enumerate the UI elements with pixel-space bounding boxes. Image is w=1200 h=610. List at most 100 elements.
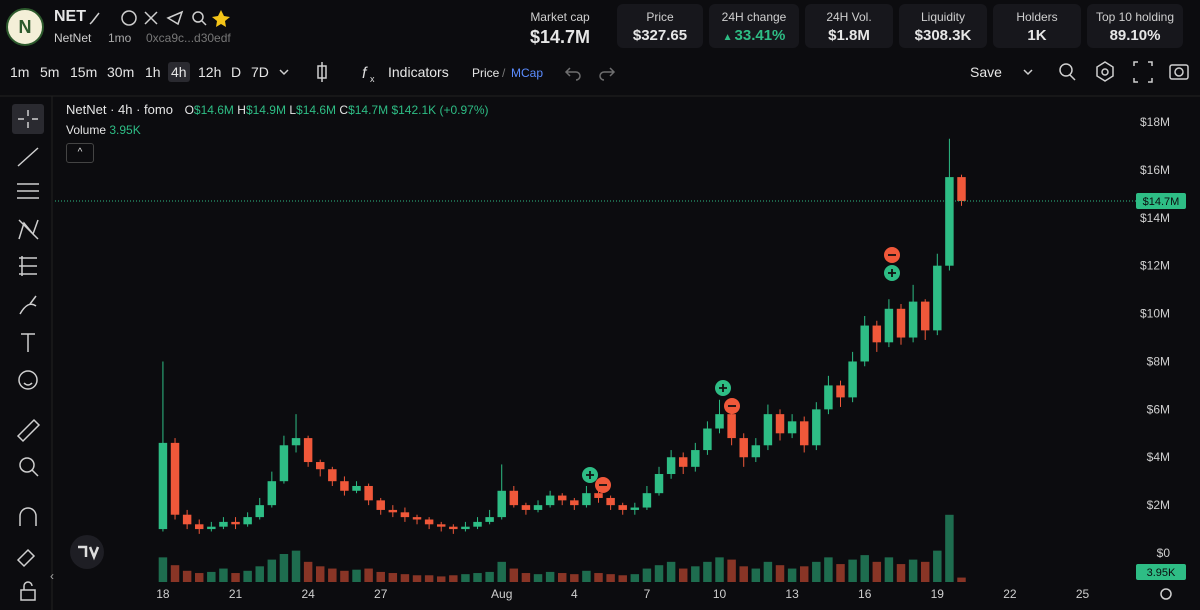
candle-body: [642, 493, 652, 508]
volume-bar: [315, 566, 325, 582]
y-tick-label: $2M: [1147, 498, 1170, 512]
y-tick-label: $14M: [1140, 211, 1170, 225]
volume-bar: [182, 570, 192, 582]
candle-body: [715, 414, 724, 429]
mcap-toggle[interactable]: MCap: [511, 66, 544, 80]
timeframe[interactable]: 7D: [251, 64, 269, 80]
candle-body: [908, 301, 918, 338]
candle-body: [388, 509, 398, 513]
volume-bar: [630, 574, 640, 582]
volume-bar: [896, 564, 906, 582]
volume-bar: [291, 550, 301, 582]
candle-body: [170, 442, 180, 515]
timeframe[interactable]: 30m: [107, 64, 135, 80]
volume-bar: [654, 565, 664, 582]
collapse-button[interactable]: ^: [66, 143, 94, 163]
volume-bar: [824, 557, 833, 582]
ohlc-key: L: [289, 103, 297, 117]
candle-body: [328, 469, 337, 482]
price-toggle[interactable]: Price: [472, 66, 500, 80]
volume-bar: [775, 565, 785, 582]
volume-bar: [848, 559, 857, 582]
candle-body: [315, 462, 325, 470]
last-price-tag: [1136, 193, 1186, 210]
ohlc: O$14.6M H$14.9M L$14.6M C$14.7M $142.1K …: [185, 103, 489, 117]
volume-bar: [497, 561, 506, 582]
ohlc-key: H: [237, 103, 246, 117]
volume-bar: [158, 557, 168, 582]
stat-value: $14.7M: [529, 27, 591, 47]
stat-label: 24H change: [721, 10, 787, 24]
candle-body: [582, 493, 591, 506]
candle-body: [654, 474, 664, 494]
timeframe[interactable]: 5m: [40, 64, 60, 80]
save-button[interactable]: Save: [970, 64, 1002, 80]
contract-address[interactable]: 0xca9c...d30edf: [146, 31, 231, 45]
volume-bar: [787, 568, 797, 582]
candle-body: [606, 497, 615, 506]
ohlc-key: O: [184, 103, 194, 117]
volume-bar: [400, 574, 410, 582]
timeframe[interactable]: 1m: [10, 64, 30, 80]
y-tick-label: $4M: [1147, 450, 1170, 464]
timeframe[interactable]: 12h: [198, 64, 222, 80]
volume-bar: [860, 555, 869, 582]
volume-bar: [267, 559, 277, 582]
candle-body: [678, 457, 688, 467]
volume-bar: [219, 568, 228, 582]
indicators-button[interactable]: Indicators: [388, 64, 449, 80]
candle-body: [860, 325, 869, 362]
volume-bar: [412, 575, 422, 582]
candle-body: [352, 485, 361, 491]
candle-body: [424, 519, 434, 525]
stat: Price $327.65: [617, 4, 703, 48]
x-tick-label: 4: [571, 587, 578, 601]
volume-bar: [933, 550, 942, 582]
timeframe[interactable]: 4h: [168, 62, 190, 82]
candle-body: [509, 490, 519, 506]
x-tick-label: 27: [374, 587, 388, 601]
timeframe[interactable]: D: [231, 64, 242, 80]
stat-label: Top 10 holding: [1095, 10, 1175, 24]
volume-bar: [473, 573, 482, 582]
volume-bar: [207, 571, 216, 582]
candle-body: [763, 414, 773, 446]
candle-body: [449, 526, 458, 530]
ohlc-key: C: [339, 103, 349, 117]
header: N NET NetNet 1mo 0xca9c...d30edf Market …: [0, 0, 1200, 50]
stat-value: $327.65: [632, 27, 688, 44]
ohlc-value: $14.6M: [296, 103, 337, 117]
candle-body: [630, 507, 640, 510]
x-tick-label: 21: [229, 587, 243, 601]
x-tick-label: 19: [931, 587, 945, 601]
volume-bar: [376, 571, 385, 582]
candle-body: [533, 505, 543, 510]
x-tick-label: 22: [1003, 587, 1017, 601]
volume-label: Volume: [66, 123, 107, 137]
volume-bar: [957, 577, 966, 582]
social-icons[interactable]: [86, 8, 246, 28]
stat-label: Holders: [1016, 10, 1058, 24]
stat: Holders 1K: [993, 4, 1081, 48]
candle-body: [436, 524, 446, 527]
volume-bar: [533, 574, 543, 582]
timeframe[interactable]: 15m: [70, 64, 98, 80]
timeframe[interactable]: 1h: [145, 64, 161, 80]
x-tick-label: 25: [1076, 587, 1090, 601]
last-price-label: $14.7M: [1143, 196, 1180, 208]
candle-body: [703, 428, 712, 451]
last-volume-label: 3.95K: [1147, 567, 1176, 579]
volume-bar: [485, 571, 494, 582]
volume-bar: [836, 564, 845, 582]
ohlc-value: $14.7M: [348, 103, 389, 117]
volume-bar: [751, 568, 761, 582]
volume-bar: [884, 557, 894, 582]
candle-body: [775, 414, 785, 434]
y-tick-label: $18M: [1140, 115, 1170, 129]
volume-value: 3.95K: [109, 123, 141, 137]
volume-bar: [727, 559, 736, 582]
volume-bar: [799, 566, 809, 582]
drawing-tools[interactable]: [0, 96, 50, 610]
